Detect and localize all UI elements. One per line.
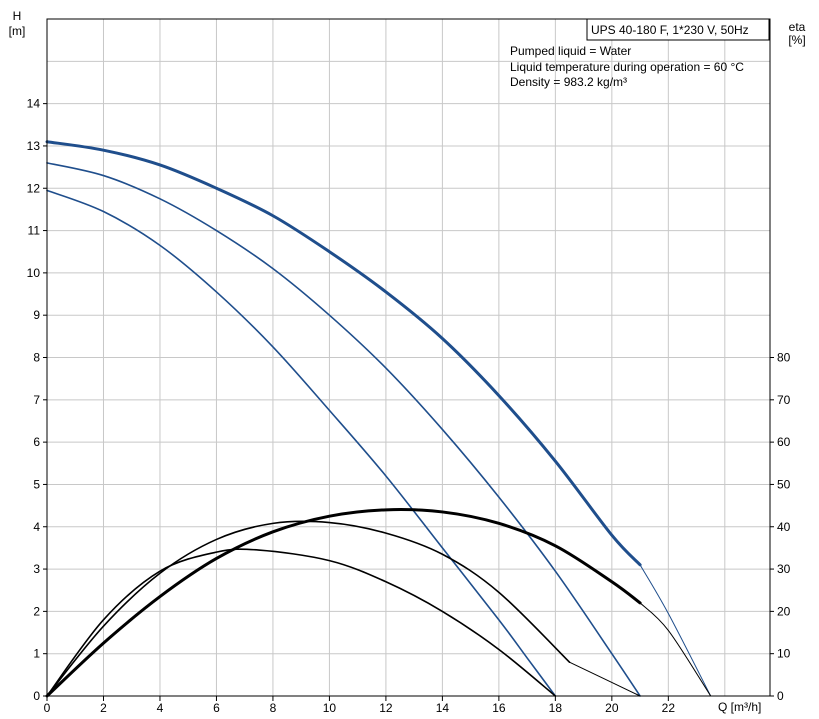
- head-curve-0-extension: [639, 564, 712, 697]
- y-right-tick-label: 70: [777, 393, 791, 407]
- x-tick-label: 6: [213, 701, 220, 715]
- x-tick-label: 2: [100, 701, 107, 715]
- y-left-title: H: [13, 9, 22, 23]
- y-left-tick-label: 2: [33, 604, 40, 618]
- x-tick-label: 22: [662, 701, 676, 715]
- y-right-unit: [%]: [788, 33, 805, 47]
- axes-layer: [43, 18, 774, 701]
- x-tick-label: 4: [157, 701, 164, 715]
- y-left-tick-label: 4: [33, 520, 40, 534]
- x-axis-title: Q [m³/h]: [718, 700, 761, 714]
- y-left-tick-label: 5: [33, 477, 40, 491]
- y-right-tick-label: 20: [777, 604, 791, 618]
- y-right-tick-label: 10: [777, 647, 791, 661]
- info-line-density: Density = 983.2 kg/m³: [510, 75, 627, 89]
- y-right-tick-label: 0: [777, 689, 784, 703]
- y-left-tick-label: 0: [33, 689, 40, 703]
- y-right-tick-label: 50: [777, 477, 791, 491]
- x-tick-label: 18: [549, 701, 563, 715]
- y-left-tick-label: 3: [33, 562, 40, 576]
- x-tick-label: 20: [605, 701, 619, 715]
- efficiency-curve-3-extension: [639, 602, 712, 697]
- y-left-tick-label: 1: [33, 647, 40, 661]
- y-left-unit: [m]: [9, 24, 26, 38]
- y-left-tick-label: 14: [27, 97, 41, 111]
- info-line-temperature: Liquid temperature during operation = 60…: [510, 60, 744, 74]
- y-right-tick-label: 80: [777, 351, 791, 365]
- efficiency-curve-4-extension: [568, 661, 641, 697]
- chart-title: UPS 40-180 F, 1*230 V, 50Hz: [591, 23, 749, 37]
- y-left-tick-label: 7: [33, 393, 40, 407]
- info-line-liquid: Pumped liquid = Water: [510, 44, 631, 58]
- x-tick-label: 14: [436, 701, 450, 715]
- y-left-tick-label: 12: [27, 181, 41, 195]
- head-curve-0: [45, 140, 642, 567]
- y-right-tick-label: 60: [777, 435, 791, 449]
- efficiency-curve-4: [46, 520, 571, 697]
- title-box: [586, 18, 770, 41]
- head-curve-1: [46, 162, 641, 697]
- efficiency-curve-3: [45, 508, 642, 698]
- x-tick-label: 10: [323, 701, 337, 715]
- y-left-tick-label: 13: [27, 139, 41, 153]
- tick-label-layer: 0 2 4 6 8 10 12 14 16 18 20 22012345678910111213140…: [27, 97, 791, 715]
- y-left-tick-label: 6: [33, 435, 40, 449]
- y-right-tick-label: 30: [777, 562, 791, 576]
- y-left-tick-label: 11: [28, 224, 41, 238]
- curve-layer: [45, 140, 712, 698]
- y-left-tick-label: 10: [27, 266, 41, 280]
- y-right-tick-label: 40: [777, 520, 791, 534]
- x-tick-label: 0: [44, 701, 51, 715]
- x-tick-label: 12: [379, 701, 393, 715]
- y-left-tick-label: 8: [33, 351, 40, 365]
- head-curve-2: [46, 189, 557, 697]
- grid-lines: [47, 18, 770, 696]
- x-tick-label: 16: [492, 701, 506, 715]
- y-right-title: eta: [789, 20, 806, 34]
- efficiency-curve-5: [46, 548, 557, 697]
- x-tick-label: 8: [270, 701, 277, 715]
- y-left-tick-label: 9: [33, 308, 40, 322]
